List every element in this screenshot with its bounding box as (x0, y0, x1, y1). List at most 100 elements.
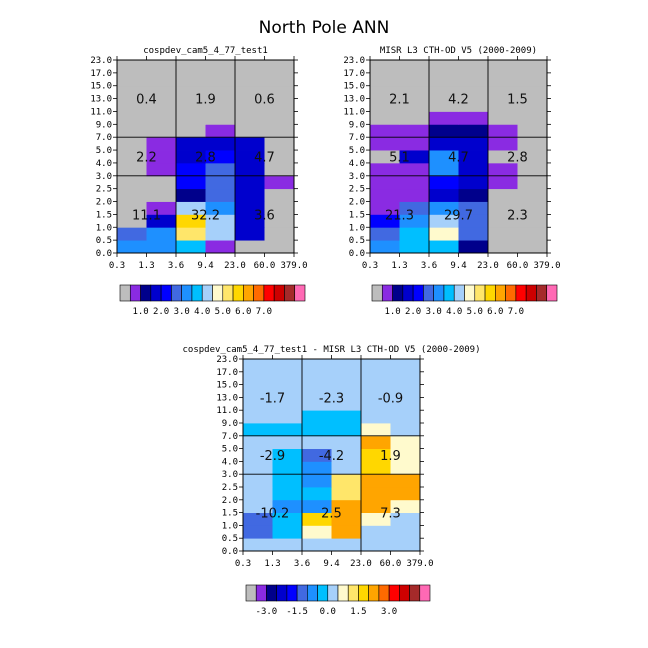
region-value-label: 4.7 (448, 151, 469, 166)
heatmap-cell (399, 175, 430, 190)
heatmap-cell (331, 499, 362, 513)
heatmap-cell (390, 538, 421, 552)
colorbar-swatch (525, 284, 537, 302)
heatmap-cell (176, 175, 206, 190)
x-tick-label: 3.6 (421, 261, 437, 271)
heatmap-cell (264, 111, 295, 125)
heatmap-cell (390, 512, 421, 526)
heatmap-cell (361, 487, 391, 501)
heatmap-cell (272, 525, 303, 539)
y-tick-label: 13.0 (216, 393, 238, 403)
heatmap-cell (361, 359, 391, 373)
colorbar-swatch (140, 284, 152, 302)
heatmap-cell (517, 98, 548, 112)
heatmap-cell (205, 201, 236, 215)
heatmap-cell (146, 72, 177, 87)
heatmap-cell (488, 111, 518, 125)
heatmap-cell (370, 201, 400, 215)
heatmap-cell (205, 85, 236, 99)
heatmap-cell (235, 137, 265, 151)
y-tick-label: 5.0 (349, 146, 365, 156)
heatmap-cell (458, 150, 489, 164)
heatmap-cell (117, 124, 147, 138)
heatmap-cell (399, 188, 430, 202)
heatmap-cell (390, 435, 421, 449)
y-tick-label: 2.5 (349, 185, 365, 195)
heatmap-cell (205, 72, 236, 87)
heatmap-cell (361, 525, 391, 539)
heatmap-cell (272, 487, 303, 501)
heatmap-cell (176, 98, 206, 112)
heatmap-cell (488, 188, 518, 202)
y-tick-label: 17.0 (343, 69, 365, 79)
heatmap-cell (176, 240, 206, 254)
heatmap-cell (458, 162, 489, 177)
heatmap-panel-2: MISR L3 CTH-OD V5 (2000-2009) 21.3 29.7 2.3… (343, 46, 560, 317)
heatmap-cell (146, 124, 177, 138)
heatmap-cell (205, 214, 236, 228)
heatmap-cell (370, 150, 400, 164)
heatmap-cell (458, 188, 489, 202)
heatmap-cell (272, 397, 303, 411)
heatmap-cell (429, 175, 459, 190)
heatmap-cell (517, 162, 548, 177)
heatmap-cell (243, 512, 273, 526)
heatmap-cell (117, 98, 147, 112)
heatmap-cell (264, 137, 295, 151)
heatmap-cell (176, 162, 206, 177)
y-tick-label: 11.0 (343, 108, 365, 118)
x-tick-label: 9.4 (323, 559, 339, 569)
heatmap-cell (302, 359, 332, 373)
page-title: North Pole ANN (259, 18, 390, 38)
colorbar-label: 3.0 (426, 307, 442, 317)
heatmap-cell (390, 448, 421, 462)
heatmap-cell (458, 98, 489, 112)
heatmap-cell (302, 410, 332, 424)
heatmap-cell (235, 214, 265, 228)
colorbar-swatch (399, 584, 410, 602)
heatmap-cell (272, 512, 303, 526)
heatmap-cell (458, 137, 489, 151)
heatmap-cell (488, 137, 518, 151)
heatmap-cell (243, 423, 273, 437)
colorbar-swatch (276, 584, 288, 602)
heatmap-cell (458, 60, 489, 74)
heatmap-cell (272, 499, 303, 513)
heatmap-cell (205, 124, 236, 138)
colorbar-swatch (402, 284, 414, 302)
region-value-label: -10.2 (256, 507, 290, 522)
heatmap-cell (176, 188, 206, 202)
y-tick-label: 1.5 (222, 509, 238, 519)
x-tick-label: 23.0 (477, 261, 499, 271)
heatmap-cell (235, 85, 265, 99)
colorbar-label: 2.0 (153, 307, 169, 317)
heatmap-cell (458, 240, 489, 254)
heatmap-cell (331, 384, 362, 398)
heatmap-cell (429, 214, 459, 228)
heatmap-cell (390, 410, 421, 424)
colorbar-swatch (347, 584, 359, 602)
heatmap-cell (517, 188, 548, 202)
heatmap-cell (243, 371, 273, 385)
heatmap-cell (331, 423, 362, 437)
heatmap-cell (146, 201, 177, 215)
heatmap-cell (517, 111, 548, 125)
colorbar-swatch (464, 284, 476, 302)
heatmap-cell (390, 499, 421, 513)
heatmap-cell (399, 227, 430, 241)
heatmap-cell (117, 60, 147, 74)
heatmap-cell (235, 150, 265, 164)
heatmap-cell (361, 435, 391, 449)
heatmap-cell (399, 150, 430, 164)
x-tick-label: 379.0 (533, 261, 560, 271)
heatmap-cell (302, 371, 332, 385)
heatmap-cell (370, 85, 400, 99)
colorbar-swatch (358, 584, 369, 602)
colorbar-swatch (412, 284, 424, 302)
colorbar-swatch (378, 584, 390, 602)
heatmap-cell (146, 214, 177, 228)
y-tick-label: 0.5 (222, 534, 238, 544)
colorbar-swatch (294, 284, 306, 302)
colorbar-swatch (191, 284, 203, 302)
heatmap-cell (205, 227, 236, 241)
